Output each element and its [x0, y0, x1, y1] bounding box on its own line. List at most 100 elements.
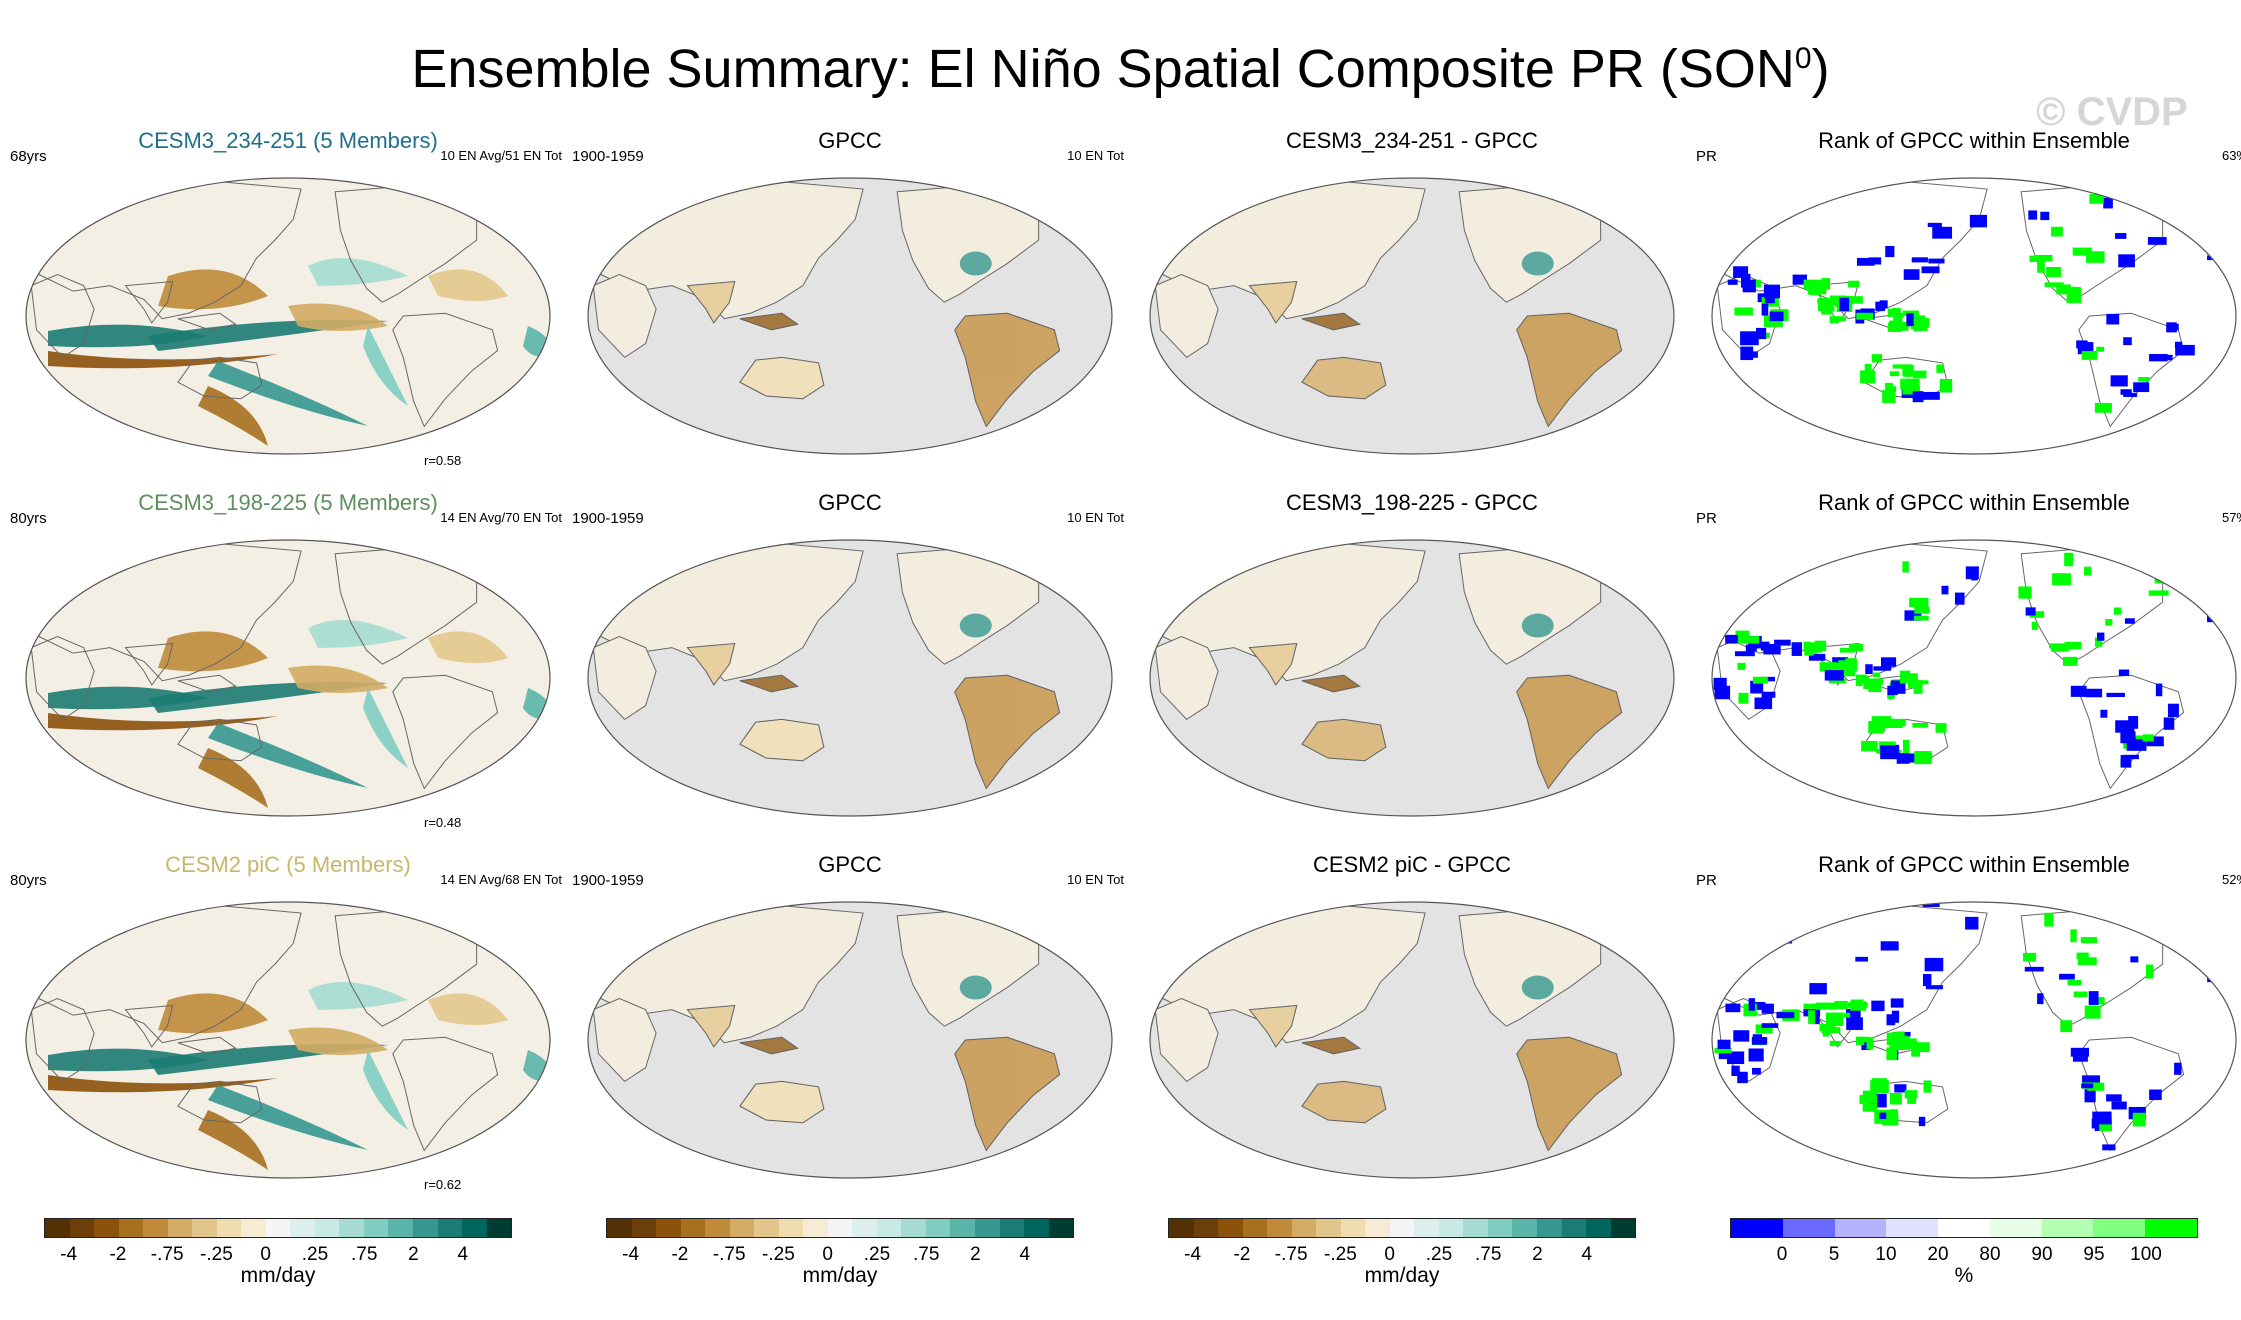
rank-cell — [1836, 670, 1856, 677]
rank-cell — [1921, 266, 1940, 274]
variable-label: PR — [1696, 148, 1717, 165]
colorbar-swatch — [729, 1219, 755, 1237]
rank-cell — [1776, 1012, 1795, 1019]
rank-cell — [2120, 389, 2132, 395]
landmass-seasia — [177, 674, 237, 693]
rank-cell — [2148, 908, 2169, 915]
rank-cell — [1894, 312, 1904, 318]
rank-cell — [2191, 572, 2211, 580]
rank-cell — [1908, 1041, 1919, 1049]
rank-cell — [1751, 1037, 1768, 1045]
rank-cell — [1872, 672, 1881, 677]
rank-cell — [1733, 1030, 1750, 1042]
landmass-europe — [512, 577, 550, 617]
rank-cell — [2143, 543, 2152, 555]
rank-cell — [1880, 941, 1899, 951]
colorbar-tick-label: 4 — [457, 1244, 469, 1265]
rank-cell — [1712, 224, 1729, 235]
colorbar-tick-label: 0 — [1776, 1244, 1788, 1265]
colorbar-swatch — [1267, 1219, 1292, 1237]
rank-cell — [2113, 607, 2122, 615]
rank-cell — [1809, 983, 1827, 995]
rank-cell — [2179, 546, 2191, 552]
precip-anomaly-region — [428, 993, 508, 1025]
rank-cell — [1891, 322, 1902, 332]
rank-cell — [2196, 222, 2214, 230]
rank-cell — [2110, 375, 2128, 387]
rank-cell — [1803, 1003, 1822, 1009]
colorbar-model: -4 -2 -.75 -.25 0 .25 .75 2 4 mm/day — [38, 1218, 518, 1308]
colorbar-tick-label: 90 — [2031, 1244, 2053, 1265]
rank-cell — [2210, 970, 2222, 978]
rank-cell — [1896, 753, 1910, 764]
map-border — [25, 901, 551, 1179]
rank-cell — [1725, 1003, 1741, 1013]
precip-anomaly-region — [308, 620, 408, 648]
rank-cell — [1808, 1010, 1816, 1024]
landmass-greenland — [2146, 546, 2190, 577]
precip-anomaly-region — [158, 993, 268, 1034]
rank-cell — [2192, 212, 2199, 226]
rank-cell — [2168, 929, 2182, 934]
map-rank-row3 — [1711, 901, 2237, 1179]
colorbar-diff: -4 -2 -.75 -.25 0 .25 .75 2 4 mm/day — [1162, 1218, 1642, 1308]
rank-cell — [2211, 970, 2222, 976]
landmass-europe — [1636, 215, 1674, 255]
rank-cell — [2029, 611, 2045, 618]
rank-cell — [2028, 210, 2038, 220]
rank-cell — [1742, 279, 1756, 293]
rank-cell — [1855, 1036, 1871, 1043]
map-model-row2 — [25, 539, 551, 817]
rank-cell — [1865, 664, 1873, 675]
precip-land-north-america — [1521, 975, 1554, 1000]
rank-cell — [2138, 377, 2150, 382]
rank-cell — [1913, 680, 1923, 694]
period-label: 1900-1959 — [572, 510, 644, 527]
landmass-europe — [1636, 577, 1674, 617]
rank-cell — [2140, 906, 2159, 919]
colorbar-tick-label: 0 — [822, 1244, 833, 1265]
panel-title: CESM3_198-225 - GPCC — [1286, 490, 1538, 515]
precip-land-australia — [739, 718, 825, 762]
colorbar-swatch — [1169, 1219, 1194, 1237]
rank-cell — [2072, 1055, 2088, 1062]
rank-percent: 63% — [2221, 148, 2241, 163]
rank-cell — [1769, 311, 1784, 322]
colorbar-rank: 0 5 10 20 80 90 95 100 % — [1724, 1218, 2204, 1308]
event-count: 14 EN Avg/70 EN Tot — [440, 510, 562, 525]
landmass-europe — [2198, 939, 2236, 979]
colorbar-tick-label: -.75 — [712, 1244, 746, 1265]
precip-land-samerica — [954, 312, 1061, 428]
rank-cell — [1894, 1036, 1911, 1050]
rank-cell — [2223, 218, 2233, 227]
title-superscript: 0 — [1794, 42, 1812, 75]
rank-cell — [2022, 952, 2037, 962]
panel-obs-row3: GPCC 1900-1959 10 EN Tot — [570, 850, 1130, 1190]
map-model-row3 — [25, 901, 551, 1179]
rank-cell — [1761, 691, 1776, 698]
rank-cell — [1868, 720, 1884, 734]
colorbar-swatch — [1938, 1219, 1990, 1237]
rank-cell — [2174, 341, 2183, 348]
precip-anomaly-region — [363, 688, 408, 768]
landmass-europe — [2198, 577, 2236, 617]
rank-cell — [2097, 998, 2105, 1005]
landmass-greenland — [1022, 908, 1066, 939]
rank-cell — [2083, 566, 2092, 576]
rank-cell — [2217, 577, 2224, 587]
rank-cell — [2151, 563, 2165, 572]
colorbar-tick-label: -.25 — [1324, 1244, 1357, 1265]
rank-cell — [1918, 1116, 1926, 1127]
rank-cell — [2225, 951, 2236, 966]
landmass-samerica — [392, 1036, 499, 1152]
panel-obs-row1: GPCC 1900-1959 10 EN Tot — [570, 126, 1130, 466]
rank-cell — [2084, 1089, 2096, 1103]
rank-cell — [2089, 193, 2104, 204]
rank-cell — [2120, 731, 2136, 744]
rank-cell — [2200, 942, 2207, 952]
rank-cell — [2155, 207, 2175, 215]
colorbar-swatch — [1193, 1219, 1219, 1237]
rank-cell — [1873, 666, 1892, 671]
colorbar-swatch — [241, 1219, 266, 1237]
rank-cell — [2040, 211, 2050, 221]
